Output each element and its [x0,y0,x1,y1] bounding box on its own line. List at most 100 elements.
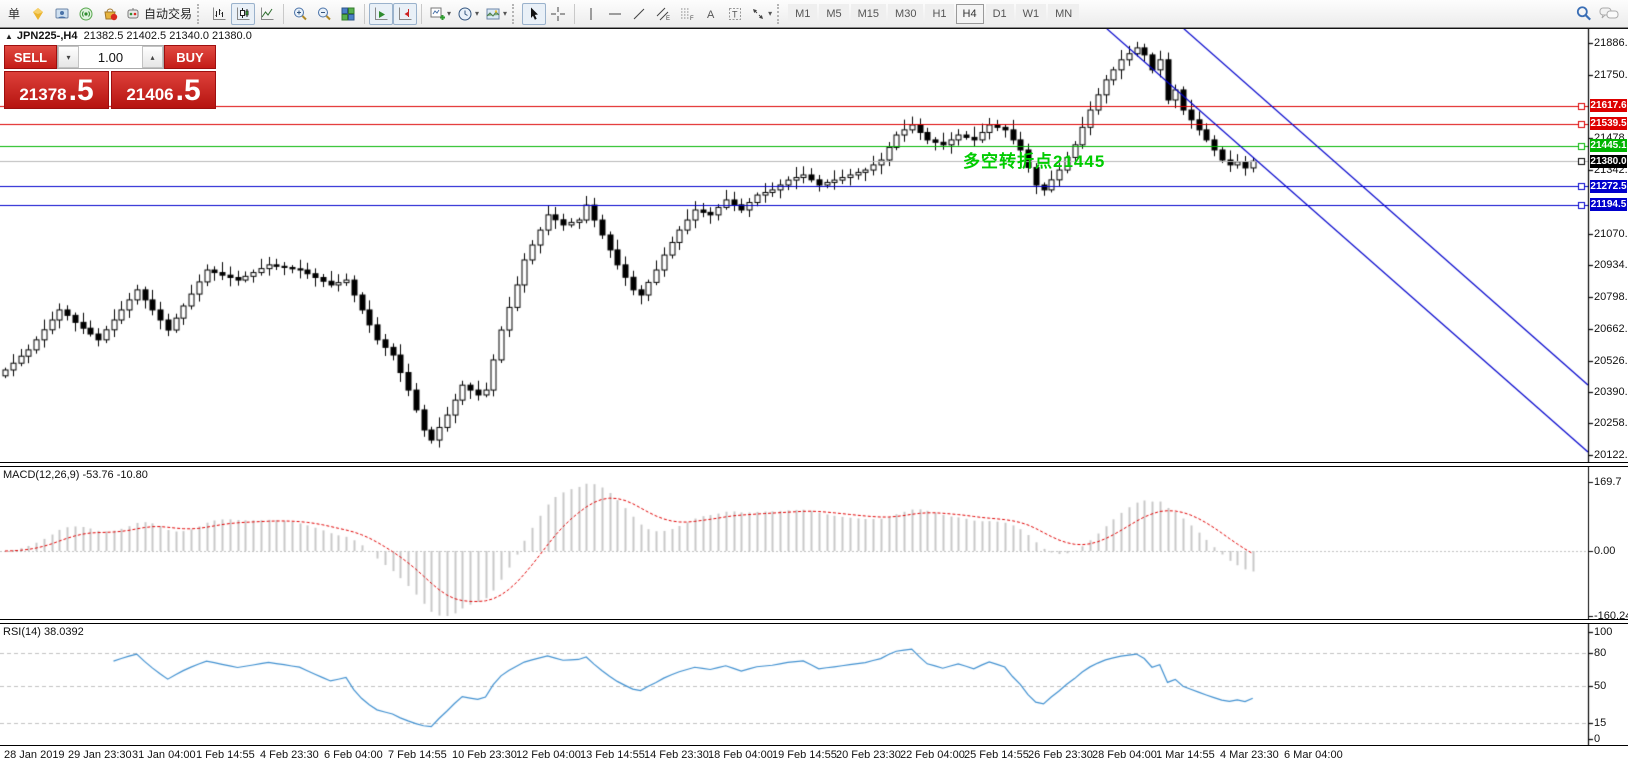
signals-button[interactable] [50,3,74,25]
time-axis[interactable]: 28 Jan 2019 29 Jan 23:30 31 Jan 04:00 1 Feb… [0,745,1628,776]
panel-splitter[interactable] [0,462,1628,467]
chart-shift-button[interactable] [393,2,418,25]
candlestick-chart-canvas[interactable] [0,29,1628,462]
mql-gem-icon[interactable] [26,3,50,25]
candlestick-chart-icon [237,7,250,20]
macd-axis-label: 0.00 [1594,545,1616,557]
price-tick-label: 20798.0 [1594,291,1628,304]
periods-caret: ▾ [475,9,480,18]
search-icon [1576,5,1591,20]
text-label-button[interactable]: T [723,3,747,25]
bar-chart-button[interactable] [207,3,231,25]
zoom-in-button[interactable] [288,3,312,25]
timeframe-button-h1[interactable]: H1 [925,3,954,24]
rsi-axis-label: 100 [1594,626,1613,638]
price-line-tag: 21272.5 [1590,179,1627,193]
buy-price-button[interactable]: 21406.5 [111,71,216,109]
toolbar-grip-3[interactable] [777,3,784,24]
fibonacci-button[interactable]: F [675,3,699,25]
svg-text:F: F [690,16,694,22]
time-axis-label: 29 Jan 23:30 [68,749,132,761]
macd-panel: MACD(12,26,9) -53.76 -10.80 169.7 0.00 -16… [0,467,1628,622]
time-axis-label: 1 Mar 14:55 [1156,749,1215,761]
time-axis-label: 14 Feb 23:30 [644,749,709,761]
rsi-axis-label: 15 [1594,716,1607,729]
toolbar-grip[interactable] [197,3,204,24]
toolbar-grip-2[interactable] [512,3,519,24]
new-order-button[interactable]: 单 [2,3,26,25]
toolbar: 单 自动交易 [0,0,1628,28]
price-tick-label: 21886.0 [1594,37,1628,49]
market-button[interactable] [98,3,122,25]
time-axis-label: 10 Feb 23:30 [452,749,517,761]
horizontal-line-button[interactable] [603,3,627,25]
rsi-axis-label: 80 [1594,647,1607,660]
volume-value[interactable]: 1.00 [79,46,142,68]
fibonacci-icon: F [681,8,694,22]
time-axis-label: 12 Feb 04:00 [516,749,581,761]
price-tick-label: 20258.0 [1594,417,1628,430]
new-chart-button[interactable]: ▾ [426,3,454,25]
gem-icon [33,7,43,20]
time-axis-label: 25 Feb 14:55 [964,749,1029,761]
text-button[interactable]: A [699,3,723,25]
timeframe-button-m1[interactable]: M1 [788,3,818,24]
timeframe-group: M1 M5 M15 M30 H1 H4 D1 W1 MN [787,3,1080,24]
timeframe-button-w1[interactable]: W1 [1015,3,1047,24]
tile-windows-button[interactable] [336,3,360,25]
timeframe-button-mn[interactable]: MN [1048,3,1080,24]
collapse-panel-arrow[interactable]: ▲ [5,32,13,41]
volume-stepper: ▾ 1.00 ▴ [57,45,164,69]
sell-button[interactable]: SELL [4,45,57,69]
channel-button[interactable]: E [651,3,675,25]
clock-icon [458,7,472,20]
timeframe-button-m5[interactable]: M5 [819,3,849,24]
main-chart-panel: ▲ JPN225-,H4 21382.5 21402.5 21340.0 2138… [0,28,1628,462]
timeframe-button-m30[interactable]: M30 [888,3,924,24]
timeframe-button-h4[interactable]: H4 [955,3,984,24]
trendline-icon [633,8,645,19]
buy-button[interactable]: BUY [164,45,216,69]
zoom-out-button[interactable] [312,3,336,25]
trendline-button[interactable] [627,3,651,25]
search-button[interactable] [1572,3,1596,25]
time-axis-label: 4 Feb 23:30 [260,749,319,761]
broadcast-button[interactable] [74,3,98,25]
periods-button[interactable]: ▾ [454,3,482,25]
zoom-in-icon [294,7,307,20]
templates-button[interactable]: ▾ [482,3,510,25]
panel-splitter-2[interactable] [0,619,1628,624]
volume-increase-button[interactable]: ▴ [142,46,163,68]
price-line-tag: 21445.1 [1590,139,1627,153]
time-axis-label: 28 Feb 04:00 [1092,749,1157,761]
macd-axis-label: -160.24 [1594,610,1628,622]
crosshair-icon [551,6,566,21]
arrows-button[interactable]: ▾ [747,3,775,25]
auto-scroll-button[interactable] [369,2,394,25]
chat-icon [1599,7,1619,18]
sell-price-frac: .5 [68,74,94,107]
rsi-canvas[interactable] [0,624,1628,745]
time-axis-label: 13 Feb 14:55 [580,749,645,761]
time-axis-label: 6 Feb 04:00 [324,749,383,761]
one-click-trading-panel: SELL ▾ 1.00 ▴ BUY 21378.5 21406.5 [4,45,216,109]
auto-trading-icon [127,7,139,18]
crosshair-button[interactable] [546,3,570,25]
sell-price-button[interactable]: 21378.5 [4,71,109,109]
arrows-caret: ▾ [768,9,773,18]
timeframe-button-m15[interactable]: M15 [850,3,887,24]
vertical-line-button[interactable] [579,3,603,25]
time-axis-label: 6 Mar 04:00 [1284,749,1343,761]
horizontal-line-icon [609,13,622,14]
macd-canvas[interactable] [0,467,1628,619]
cursor-button[interactable] [522,2,547,25]
candlestick-chart-button[interactable] [231,2,256,25]
timeframe-button-d1[interactable]: D1 [985,3,1014,24]
chat-button[interactable] [1596,3,1622,25]
line-chart-button[interactable] [255,3,279,25]
volume-decrease-button[interactable]: ▾ [58,46,79,68]
price-line-tag: 21617.6 [1590,99,1627,113]
auto-trading-button[interactable]: 自动交易 [122,3,195,25]
auto-scroll-icon [375,7,388,20]
price-line-tag: 21539.5 [1590,117,1627,131]
